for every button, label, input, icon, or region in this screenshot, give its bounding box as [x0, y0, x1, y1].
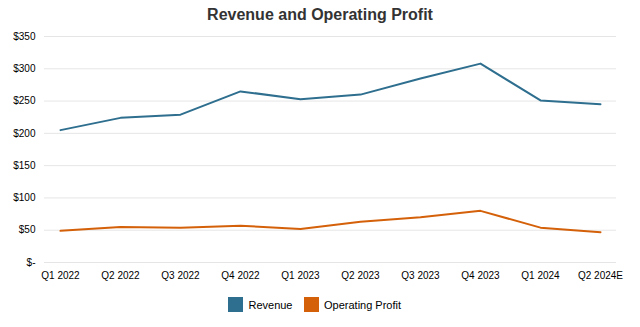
svg-text:Q2 2022: Q2 2022 — [101, 270, 140, 281]
svg-text:$250: $250 — [13, 95, 36, 106]
svg-text:Q2 2024E: Q2 2024E — [578, 270, 623, 281]
svg-text:Q4 2022: Q4 2022 — [221, 270, 260, 281]
svg-text:Q3 2023: Q3 2023 — [401, 270, 440, 281]
html-text:Revenue: Revenue — [248, 298, 293, 311]
svg-text:$200: $200 — [13, 128, 36, 139]
svg-text:Q1 2022: Q1 2022 — [41, 270, 80, 281]
svg-text:$300: $300 — [13, 63, 36, 74]
svg-text:Q4 2023: Q4 2023 — [461, 270, 500, 281]
svg-text:$50: $50 — [19, 224, 36, 235]
svg-text:Q1 2023: Q1 2023 — [281, 270, 320, 281]
svg-text:$-: $- — [27, 257, 36, 268]
svg-text:Q1 2024: Q1 2024 — [521, 270, 560, 281]
svg-text:$350: $350 — [13, 31, 36, 42]
html-text:Revenue and Operating Profit: Revenue and Operating Profit — [207, 6, 433, 23]
html-text:Operating Profit: Operating Profit — [324, 298, 401, 311]
svg-text:Q3 2022: Q3 2022 — [161, 270, 200, 281]
svg-text:$100: $100 — [13, 192, 36, 203]
svg-text:$150: $150 — [13, 160, 36, 171]
svg-text:Q2 2023: Q2 2023 — [341, 270, 380, 281]
